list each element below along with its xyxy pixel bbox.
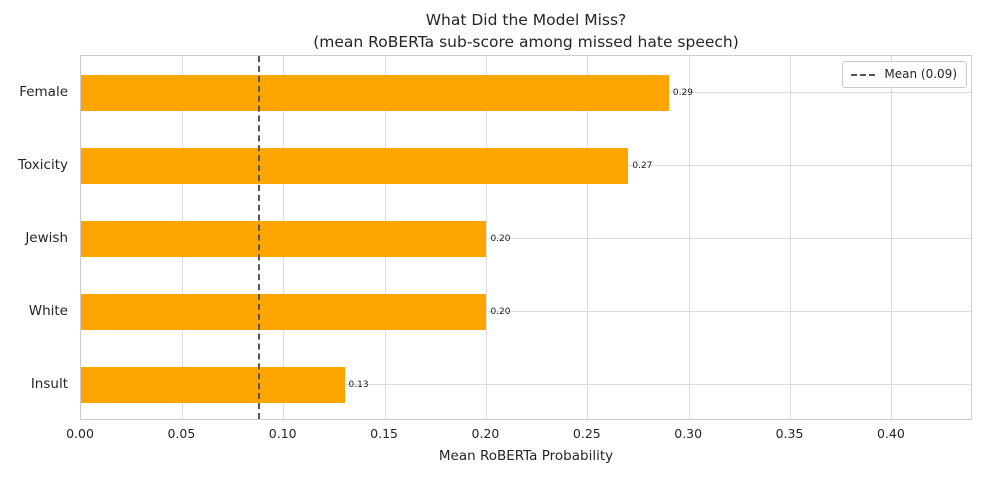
x-tick-label: 0.35 bbox=[775, 426, 804, 441]
x-tick-label: 0.40 bbox=[876, 426, 905, 441]
bar-white bbox=[81, 293, 487, 330]
bar-toxicity bbox=[81, 147, 629, 184]
bar-female bbox=[81, 74, 669, 111]
x-tick-label: 0.10 bbox=[268, 426, 297, 441]
gridline-vertical bbox=[891, 56, 893, 419]
legend-dashed-line-icon bbox=[851, 73, 876, 76]
legend: Mean (0.09) bbox=[842, 61, 967, 88]
x-tick-label: 0.15 bbox=[370, 426, 398, 441]
y-tick-label-insult: Insult bbox=[30, 375, 68, 392]
x-tick-label: 0.25 bbox=[572, 426, 601, 441]
x-tick-label: 0.20 bbox=[471, 426, 500, 441]
bar-value-label: 0.20 bbox=[490, 306, 511, 317]
bar-value-label: 0.20 bbox=[490, 233, 511, 244]
x-tick-label: 0.00 bbox=[66, 426, 94, 441]
gridline-horizontal bbox=[81, 384, 971, 385]
gridline-vertical bbox=[688, 56, 690, 419]
x-axis-label: Mean RoBERTa Probability bbox=[438, 448, 614, 464]
bar-value-label: 0.13 bbox=[348, 379, 369, 390]
chart-title: What Did the Model Miss? (mean RoBERTa s… bbox=[80, 9, 972, 53]
y-tick-label-toxicity: Toxicity bbox=[18, 156, 68, 173]
legend-label: Mean (0.09) bbox=[884, 67, 957, 81]
gridline-vertical bbox=[587, 56, 589, 419]
gridline-vertical bbox=[485, 56, 487, 419]
plot-area: 0.29 0.27 0.20 0.20 0.13 bbox=[80, 55, 972, 420]
chart-title-line2: (mean RoBERTa sub-score among missed hat… bbox=[313, 33, 739, 51]
gridline-horizontal bbox=[81, 311, 971, 312]
y-tick-label-female: Female bbox=[19, 83, 68, 100]
gridline-vertical bbox=[790, 56, 792, 419]
y-tick-label-jewish: Jewish bbox=[25, 229, 68, 246]
bar-insult bbox=[81, 366, 345, 403]
y-tick-label-white: White bbox=[28, 302, 68, 319]
x-tick-label: 0.05 bbox=[167, 426, 196, 441]
bar-value-label: 0.27 bbox=[632, 160, 653, 171]
bar-jewish bbox=[81, 220, 487, 257]
gridline-horizontal bbox=[81, 238, 971, 239]
bar-value-label: 0.29 bbox=[672, 87, 693, 98]
chart-title-line1: What Did the Model Miss? bbox=[425, 11, 627, 29]
x-tick-label: 0.30 bbox=[674, 426, 703, 441]
mean-line bbox=[258, 56, 261, 419]
